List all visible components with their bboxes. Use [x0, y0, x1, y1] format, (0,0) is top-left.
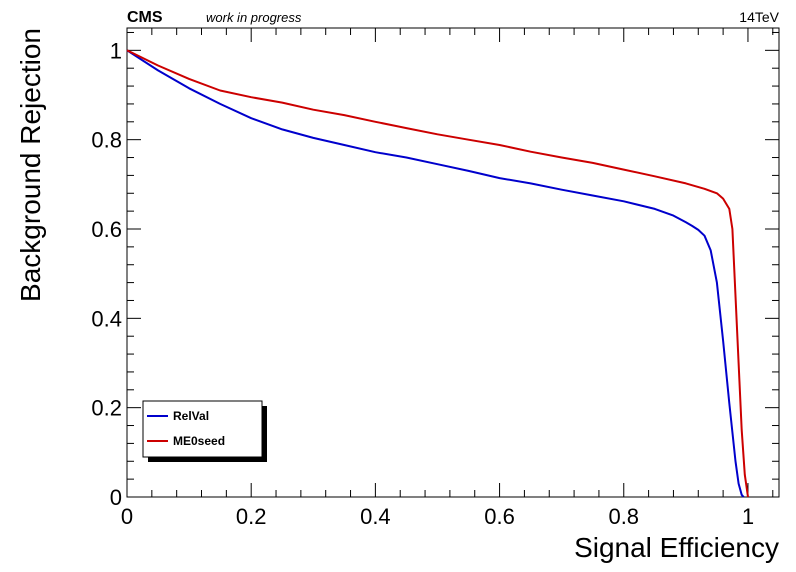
plot-frame — [126, 27, 780, 498]
axis-ticks — [126, 28, 779, 498]
x-axis-title: Signal Efficiency — [574, 532, 779, 563]
y-tick-label: 0.2 — [91, 396, 122, 421]
x-tick-label: 0.6 — [484, 504, 515, 529]
x-tick-label: 1 — [742, 504, 754, 529]
x-tick-label: 0.2 — [236, 504, 267, 529]
energy-label: 14TeV — [739, 9, 779, 25]
y-tick-label: 0.6 — [91, 217, 122, 242]
tick-labels: 0 0.2 0.4 0.6 0.8 1 0 0.2 0.4 0.6 0.8 1 — [91, 38, 754, 529]
x-tick-label: 0.8 — [608, 504, 639, 529]
series-line-me0seed — [126, 49, 749, 498]
experiment-label: CMS — [127, 9, 163, 26]
legend-box — [142, 400, 263, 458]
y-tick-label: 0.8 — [91, 128, 122, 153]
series-line-relval — [126, 49, 745, 498]
legend-label-me0seed: ME0seed — [173, 434, 225, 448]
y-axis-title: Background Rejection — [15, 28, 46, 302]
legend-label-relval: RelVal — [173, 409, 209, 423]
x-tick-label: 0.4 — [360, 504, 391, 529]
y-tick-label: 0.4 — [91, 306, 122, 331]
legend: RelVal ME0seed — [142, 400, 267, 462]
series-layer — [126, 49, 749, 498]
y-tick-label: 1 — [110, 38, 122, 63]
status-label: work in progress — [206, 10, 302, 25]
x-tick-label: 0 — [121, 504, 133, 529]
y-tick-label: 0 — [110, 485, 122, 510]
